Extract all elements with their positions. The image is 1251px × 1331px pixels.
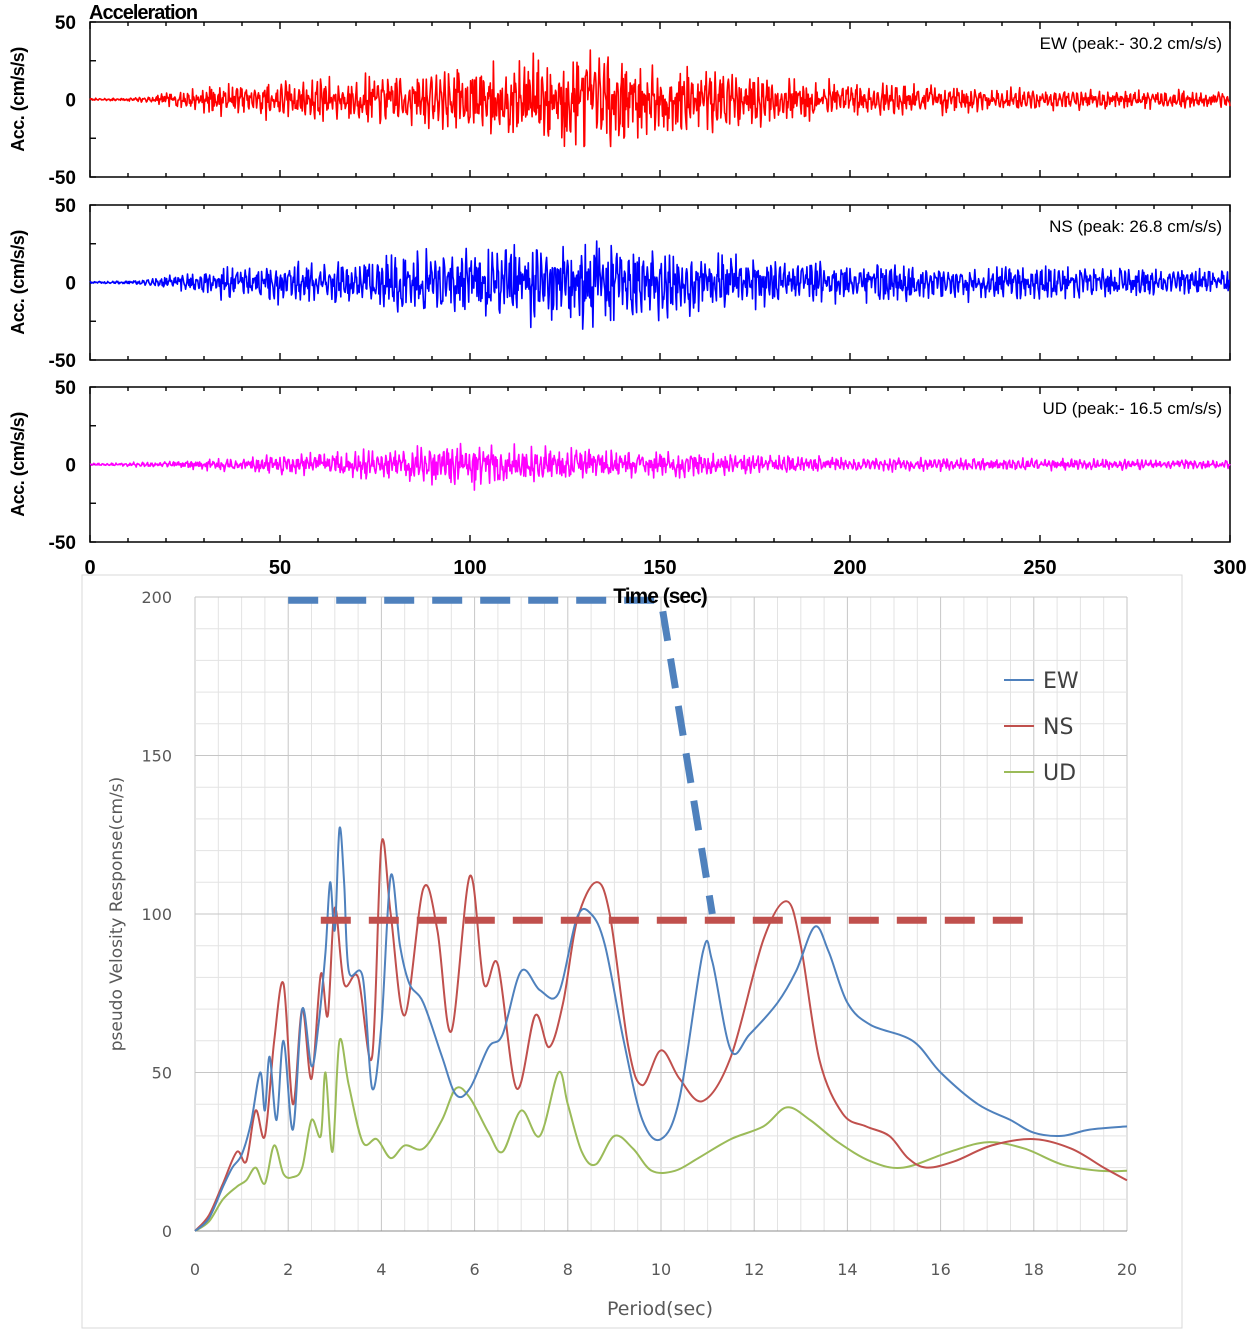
spectrum-y-axis-label: pseudo Velosity Response(cm/s) [107,777,127,1051]
period-tick-label: 8 [563,1260,573,1279]
velocity-tick-label: 200 [141,588,172,607]
acc-tick-label: 50 [55,13,76,34]
peak-annotation: NS (peak: 26.8 cm/s/s) [1049,217,1222,236]
acc-tick-label: -50 [49,168,76,189]
acc-axis-label: Acc. (cm/s/s) [8,412,28,517]
legend-label-ud: UD [1043,761,1076,786]
velocity-tick-label: 100 [141,905,172,924]
series-line-ew [194,826,1128,1232]
acceleration-chart: Acceleration 50 0 -50 Acc. (cm/s/s) EW (peak… [8,2,1247,608]
time-tick-label: 50 [269,557,291,579]
peak-annotation: EW (peak:- 30.2 cm/s/s) [1040,34,1222,53]
velocity-tick-label: 150 [141,747,172,766]
spectrum-x-axis-label: Period(sec) [607,1298,713,1320]
spectrum-grid [194,596,1128,1232]
time-tick-label: 0 [84,557,95,579]
time-tick-label: 200 [833,557,866,579]
period-tick-label: 4 [376,1260,386,1279]
chart-frame [81,574,1183,1329]
waveform-ew [89,49,1231,148]
time-tick-label: 150 [643,557,676,579]
acc-tick-label: -50 [49,351,76,372]
waveform-ns [89,240,1231,330]
velocity-tick-label: 50 [152,1064,172,1083]
acc-tick-label: 0 [65,91,76,112]
acc-tick-label: -50 [49,533,76,554]
acc-axis-label: Acc. (cm/s/s) [8,47,28,152]
legend-label-ew: EW [1043,669,1079,694]
velocity-tick-label: 0 [162,1222,172,1241]
acc-tick-label: 0 [65,274,76,295]
legend: EW NS UD [1004,669,1079,786]
panel-ew: 50 0 -50 Acc. (cm/s/s) EW (peak:- 30.2 cm/s/… [8,13,1231,189]
spectrum-series [194,826,1128,1232]
period-tick-label: 18 [1024,1260,1044,1279]
time-tick-label: 300 [1213,557,1246,579]
time-tick-labels: 0 50 100 150 200 250 300 [84,557,1246,579]
panel-ud: 50 0 -50 Acc. (cm/s/s) UD (peak:- 16.5 cm/s/… [8,378,1231,554]
period-tick-label: 14 [837,1260,857,1279]
period-tick-label: 12 [744,1260,764,1279]
acc-tick-label: 0 [65,456,76,477]
reference-lines [288,596,1025,924]
peak-annotation: UD (peak:- 16.5 cm/s/s) [1043,399,1223,418]
time-tick-label: 100 [453,557,486,579]
series-line-ud [194,1037,1128,1232]
period-tick-label: 0 [190,1260,200,1279]
acc-axis-label: Acc. (cm/s/s) [8,230,28,335]
period-tick-label: 10 [651,1260,671,1279]
legend-label-ns: NS [1043,715,1073,740]
period-tick-label: 20 [1117,1260,1137,1279]
time-axis-label: Time (sec) [613,585,707,608]
acc-tick-label: 50 [55,378,76,399]
period-tick-label: 2 [283,1260,293,1279]
period-tick-label: 16 [930,1260,950,1279]
acc-tick-label: 50 [55,196,76,217]
reference-line-1 [288,596,716,915]
acceleration-panels: 50 0 -50 Acc. (cm/s/s) EW (peak:- 30.2 cm/s/… [8,13,1231,554]
panel-ns: 50 0 -50 Acc. (cm/s/s) NS (peak: 26.8 cm/s/s… [8,196,1231,372]
time-tick-label: 250 [1023,557,1056,579]
period-tick-label: 6 [470,1260,480,1279]
waveform-ud [89,442,1231,491]
acceleration-title: Acceleration [89,2,197,24]
